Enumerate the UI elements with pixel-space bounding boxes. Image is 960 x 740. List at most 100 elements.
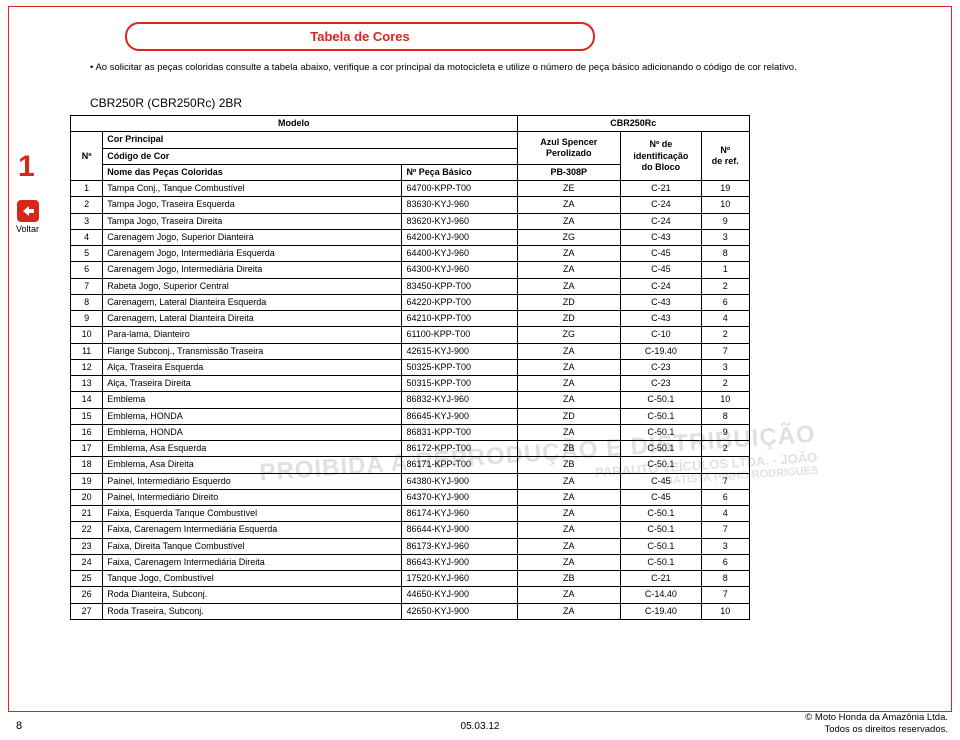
cell-block: C-14.40: [621, 587, 702, 603]
cell-block: C-21: [621, 571, 702, 587]
cell-block: C-50.1: [621, 522, 702, 538]
cell-num: 19: [71, 473, 103, 489]
cell-block: C-43: [621, 229, 702, 245]
cell-peca: 50325-KPP-T00: [402, 359, 517, 375]
cell-nome: Emblema, Asa Esquerda: [103, 441, 402, 457]
cell-nome: Emblema, HONDA: [103, 424, 402, 440]
cell-block: C-45: [621, 262, 702, 278]
cell-peca: 64300-KYJ-960: [402, 262, 517, 278]
cell-num: 24: [71, 554, 103, 570]
table-row: 4Carenagem Jogo, Superior Dianteira64200…: [71, 229, 750, 245]
th-pb: PB-308P: [517, 164, 621, 180]
model-name: CBR250R (CBR250Rᴄ) 2BR: [90, 96, 242, 110]
color-table: Modelo CBR250Rᴄ Nº Cor Principal Azul Sp…: [70, 115, 750, 620]
table-row: 12Alça, Traseira Esquerda50325-KPP-T00ZA…: [71, 359, 750, 375]
cell-ref: 7: [701, 473, 749, 489]
cell-nome: Faixa, Direita Tanque Combustível: [103, 538, 402, 554]
cell-num: 12: [71, 359, 103, 375]
footer-copyright: © Moto Honda da Amazônia Ltda. Todos os …: [805, 712, 948, 736]
table-row: 23Faixa, Direita Tanque Combustível86173…: [71, 538, 750, 554]
table-row: 26Roda Dianteira, Subconj.44650-KYJ-900Z…: [71, 587, 750, 603]
cell-peca: 86173-KYJ-960: [402, 538, 517, 554]
cell-num: 26: [71, 587, 103, 603]
cell-num: 22: [71, 522, 103, 538]
cell-num: 1: [71, 181, 103, 197]
th-num: Nº: [71, 132, 103, 181]
cell-ref: 8: [701, 246, 749, 262]
cell-nome: Tampa Jogo, Traseira Esquerda: [103, 197, 402, 213]
cell-ref: 19: [701, 181, 749, 197]
cell-block: C-50.1: [621, 408, 702, 424]
cell-ref: 2: [701, 441, 749, 457]
cell-num: 7: [71, 278, 103, 294]
cell-code: ZD: [517, 408, 621, 424]
cell-num: 8: [71, 294, 103, 310]
cell-block: C-19.40: [621, 343, 702, 359]
cell-num: 6: [71, 262, 103, 278]
cell-ref: 7: [701, 522, 749, 538]
cell-peca: 64200-KYJ-900: [402, 229, 517, 245]
cell-peca: 64380-KYJ-900: [402, 473, 517, 489]
cell-ref: 3: [701, 359, 749, 375]
cell-block: C-24: [621, 197, 702, 213]
cell-ref: 7: [701, 343, 749, 359]
cell-peca: 86172-KPP-T00: [402, 441, 517, 457]
table-row: 24Faixa, Carenagem Intermediária Direita…: [71, 554, 750, 570]
cell-block: C-45: [621, 473, 702, 489]
cell-peca: 86645-KYJ-900: [402, 408, 517, 424]
cell-ref: 10: [701, 392, 749, 408]
cell-num: 9: [71, 311, 103, 327]
table-row: 27Roda Traseira, Subconj.42650-KYJ-900ZA…: [71, 603, 750, 619]
cell-code: ZA: [517, 603, 621, 619]
table-row: 22Faixa, Carenagem Intermediária Esquerd…: [71, 522, 750, 538]
copyright-line1: © Moto Honda da Amazônia Ltda.: [805, 712, 948, 724]
cell-nome: Carenagem Jogo, Intermediária Esquerda: [103, 246, 402, 262]
cell-block: C-50.1: [621, 424, 702, 440]
table-row: 2Tampa Jogo, Traseira Esquerda83630-KYJ-…: [71, 197, 750, 213]
copyright-line2: Todos os direitos reservados.: [805, 724, 948, 736]
cell-code: ZA: [517, 246, 621, 262]
cell-code: ZA: [517, 489, 621, 505]
cell-nome: Para-lama, Dianteiro: [103, 327, 402, 343]
cell-block: C-50.1: [621, 441, 702, 457]
cell-code: ZA: [517, 343, 621, 359]
table-row: 15Emblema, HONDA86645-KYJ-900ZDC-50.18: [71, 408, 750, 424]
th-cor-principal: Cor Principal: [103, 132, 517, 148]
cell-block: C-50.1: [621, 506, 702, 522]
table-row: 13Alça, Traseira Direita50315-KPP-T00ZAC…: [71, 376, 750, 392]
cell-nome: Roda Traseira, Subconj.: [103, 603, 402, 619]
cell-ref: 3: [701, 538, 749, 554]
th-ident: Nº de identificação do Bloco: [621, 132, 702, 181]
cell-block: C-50.1: [621, 392, 702, 408]
th-codigo: Código de Cor: [103, 148, 517, 164]
cell-peca: 83630-KYJ-960: [402, 197, 517, 213]
cell-peca: 44650-KYJ-900: [402, 587, 517, 603]
table-row: 9Carenagem, Lateral Dianteira Direita642…: [71, 311, 750, 327]
back-button[interactable]: Voltar: [16, 200, 39, 234]
table-row: 3Tampa Jogo, Traseira Direita83620-KYJ-9…: [71, 213, 750, 229]
cell-code: ZA: [517, 213, 621, 229]
cell-code: ZA: [517, 197, 621, 213]
title-box: Tabela de Cores: [125, 22, 595, 51]
cell-ref: 7: [701, 587, 749, 603]
table-row: 10Para-lama, Dianteiro61100-KPP-T00ZGC-1…: [71, 327, 750, 343]
cell-code: ZB: [517, 571, 621, 587]
cell-num: 15: [71, 408, 103, 424]
cell-nome: Rabeta Jogo, Superior Central: [103, 278, 402, 294]
cell-code: ZA: [517, 522, 621, 538]
table-row: 5Carenagem Jogo, Intermediária Esquerda6…: [71, 246, 750, 262]
cell-num: 10: [71, 327, 103, 343]
cell-ref: 9: [701, 424, 749, 440]
cell-num: 4: [71, 229, 103, 245]
back-arrow-icon: [17, 200, 39, 222]
table-row: 25Tanque Jogo, Combustível17520-KYJ-960Z…: [71, 571, 750, 587]
cell-code: ZD: [517, 311, 621, 327]
table-row: 6Carenagem Jogo, Intermediária Direita64…: [71, 262, 750, 278]
cell-ref: 9: [701, 213, 749, 229]
cell-ref: 1: [701, 262, 749, 278]
cell-num: 14: [71, 392, 103, 408]
cell-nome: Tampa Jogo, Traseira Direita: [103, 213, 402, 229]
section-number: 1: [18, 150, 35, 184]
table-row: 18Emblema, Asa Direita86171-KPP-T00ZBC-5…: [71, 457, 750, 473]
cell-code: ZA: [517, 376, 621, 392]
